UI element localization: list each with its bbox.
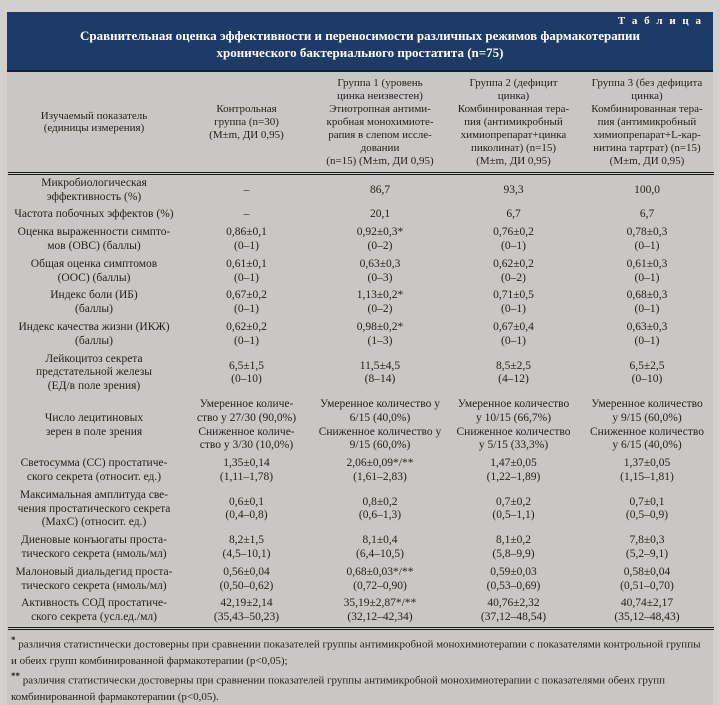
table-title: Сравнительная оценка эффективности и пер… bbox=[79, 28, 641, 61]
cell: 0,6±0,1 (0,4–0,8) bbox=[225, 495, 268, 522]
cell: 0,7±0,1 (0,5–0,9) bbox=[625, 495, 669, 522]
cell: 0,67±0,4 (0–1) bbox=[493, 321, 534, 347]
data-table: Изучаемый показатель (единицы измерения)… bbox=[8, 72, 714, 630]
column-header-group-1: Группа 1 (уровень цинка неизвестен) Этио… bbox=[313, 72, 447, 175]
row-label: Диеновые конъюгаты проста- тического сек… bbox=[21, 534, 167, 560]
footnote-1-text: различия статистически достоверны при ср… bbox=[11, 638, 701, 668]
table-row: Активность СОД простатиче- ского секрета… bbox=[8, 595, 714, 628]
cell: 35,19±2,87*/** (32,12–42,34) bbox=[343, 597, 417, 624]
footnote-2-marker: ** bbox=[11, 670, 20, 681]
cell: 8,5±2,5 (4–12) bbox=[495, 359, 532, 386]
table-row: Микробиологическая эффективность (%) – 8… bbox=[8, 173, 714, 206]
cell: 0,71±0,5 (0–1) bbox=[493, 289, 534, 316]
cell: 7,8±0,3 (5,2–9,1) bbox=[625, 534, 669, 560]
table-content: Изучаемый показатель (единицы измерения)… bbox=[7, 72, 714, 705]
column-header-group-3: Группа 3 (без дефицита цинка) Комбиниров… bbox=[580, 72, 714, 175]
table-row: Индекс качества жизни (ИКЖ) (баллы) 0,62… bbox=[8, 319, 714, 351]
table-row: Максимальная амплитуда све- чения проста… bbox=[8, 487, 714, 532]
cell: 0,61±0,3 (0–1) bbox=[626, 257, 668, 284]
cell: – bbox=[243, 208, 250, 221]
cell: 0,7±0,2 (0,5–1,1) bbox=[492, 495, 535, 522]
table-row: Малоновый диальдегид проста- тического с… bbox=[8, 564, 714, 596]
footnote-1: * различия статистически достоверны при … bbox=[11, 634, 709, 670]
cell: 20,1 bbox=[369, 208, 391, 221]
cell: Умеренное количество у 6/15 (40,0%) Сниж… bbox=[318, 398, 442, 452]
cell: 1,47±0,05 (1,22–1,89) bbox=[486, 457, 541, 483]
cell: 0,62±0,2 (0–2) bbox=[493, 257, 534, 284]
cell: 86,7 bbox=[369, 183, 391, 196]
table-row: Общая оценка симптомов (ООС) (баллы) 0,6… bbox=[8, 256, 714, 288]
cell: 0,92±0,3* (0–2) bbox=[356, 226, 404, 253]
row-label: Оценка выраженности симпто- мов (ОВС) (б… bbox=[17, 226, 171, 253]
table-row: Оценка выраженности симпто- мов (ОВС) (б… bbox=[8, 224, 714, 256]
table-row: Частота побочных эффектов (%) – 20,1 6,7… bbox=[8, 206, 714, 224]
cell: 0,63±0,3 (0–3) bbox=[359, 257, 401, 284]
table-title-band: Т а б л и ц а Сравнительная оценка эффек… bbox=[7, 12, 713, 73]
cell: 0,78±0,3 (0–1) bbox=[626, 226, 668, 253]
cell: 6,7 bbox=[506, 208, 521, 221]
footnotes: * различия статистически достоверны при … bbox=[8, 630, 712, 705]
column-header-indicator: Изучаемый показатель (единицы измерения) bbox=[8, 72, 180, 175]
column-header-group-2: Группа 2 (дефицит цинка) Комбинированная… bbox=[447, 72, 580, 175]
footnote-1-marker: * bbox=[11, 634, 16, 645]
cell: 8,1±0,2 (5,8–9,9) bbox=[492, 534, 535, 560]
header-row: Изучаемый показатель (единицы измерения)… bbox=[8, 72, 714, 175]
row-label: Общая оценка симптомов (ООС) (баллы) bbox=[30, 257, 158, 284]
table-label: Т а б л и ц а bbox=[617, 15, 703, 27]
cell: Умеренное количе- ство у 27/30 (90,0%) С… bbox=[196, 398, 297, 452]
cell: 93,3 bbox=[503, 183, 524, 196]
cell: 6,5±1,5 (0–10) bbox=[228, 359, 265, 386]
table-row: Число лецитиновых зерен в поле зрения Ум… bbox=[8, 396, 714, 455]
cell: 0,67±0,2 (0–1) bbox=[226, 289, 267, 316]
row-label: Индекс боли (ИБ) (баллы) bbox=[50, 289, 138, 316]
cell: 0,61±0,1 (0–1) bbox=[226, 257, 267, 284]
cell: 42,19±2,14 (35,43–50,23) bbox=[213, 597, 280, 624]
cell: Умеренное количество у 9/15 (60,0%) Сниж… bbox=[590, 398, 704, 452]
column-header-control-group: Контрольная группа (n=30) (M±m, ДИ 0,95) bbox=[180, 72, 313, 175]
cell: 40,74±2,17 (35,12–48,43) bbox=[614, 597, 680, 624]
cell: 0,86±0,1 (0–1) bbox=[226, 226, 267, 253]
cell: 1,13±0,2* (0–2) bbox=[356, 289, 404, 316]
cell: 6,7 bbox=[639, 208, 655, 221]
cell: 6,5±2,5 (0–10) bbox=[629, 359, 665, 386]
cell: 0,68±0,3 (0–1) bbox=[626, 289, 668, 316]
row-label: Максимальная амплитуда све- чения проста… bbox=[17, 488, 171, 529]
cell: 0,68±0,03*/** (0,72–0,90) bbox=[346, 565, 414, 592]
row-label: Индекс качества жизни (ИКЖ) (баллы) bbox=[18, 321, 170, 347]
row-label: Лейкоцитоз секрета предстательной железы… bbox=[36, 352, 152, 393]
cell: 0,56±0,04 (0,50–0,62) bbox=[219, 565, 274, 592]
cell: 1,37±0,05 (1,15–1,81) bbox=[620, 457, 674, 483]
table-row: Светосумма (СС) простатиче- ского секрет… bbox=[8, 455, 714, 487]
cell: 100,0 bbox=[634, 183, 660, 196]
row-label: Светосумма (СС) простатиче- ского секрет… bbox=[20, 457, 168, 483]
cell: 0,63±0,3 (0–1) bbox=[626, 321, 668, 347]
footnote-2: ** различия статистически достоверны при… bbox=[11, 670, 709, 705]
row-label: Микробиологическая эффективность (%) bbox=[41, 176, 147, 203]
row-label: Активность СОД простатиче- ского секрета… bbox=[21, 597, 167, 624]
row-label: Малоновый диальдегид проста- тического с… bbox=[15, 565, 173, 592]
cell: 0,8±0,2 (0,6–1,3) bbox=[358, 495, 402, 522]
footnote-2-text: различия статистически достоверны при ср… bbox=[11, 674, 666, 703]
cell: – bbox=[243, 183, 250, 196]
cell: 8,2±1,5 (4,5–10,1) bbox=[222, 534, 271, 560]
table-row: Диеновые конъюгаты проста- тического сек… bbox=[8, 532, 714, 564]
cell: 8,1±0,4 (6,4–10,5) bbox=[356, 534, 404, 560]
cell: 1,35±0,14 (1,11–1,78) bbox=[219, 457, 274, 483]
table-header: Изучаемый показатель (единицы измерения)… bbox=[8, 72, 714, 175]
table-body: Микробиологическая эффективность (%) – 8… bbox=[8, 173, 714, 628]
cell: 0,76±0,2 (0–1) bbox=[493, 226, 534, 253]
cell: 0,62±0,2 (0–1) bbox=[226, 321, 267, 347]
table-row: Лейкоцитоз секрета предстательной железы… bbox=[8, 351, 714, 396]
cell: 0,58±0,04 (0,51–0,70) bbox=[620, 565, 674, 592]
cell: 40,76±2,32 (37,12–48,54) bbox=[480, 597, 547, 624]
table-row: Индекс боли (ИБ) (баллы) 0,67±0,2 (0–1) … bbox=[8, 287, 714, 319]
cell: 11,5±4,5 (8–14) bbox=[359, 359, 401, 386]
row-label: Число лецитиновых зерен в поле зрения bbox=[44, 411, 144, 438]
cell: 0,98±0,2* (1–3) bbox=[356, 321, 404, 347]
cell: Умеренное количество у 10/15 (66,7%) Сни… bbox=[456, 398, 571, 452]
cell: 2,06±0,09*/** (1,61–2,83) bbox=[346, 457, 414, 483]
cell: 0,59±0,03 (0,53–0,69) bbox=[486, 565, 541, 592]
row-label: Частота побочных эффектов (%) bbox=[14, 208, 174, 221]
